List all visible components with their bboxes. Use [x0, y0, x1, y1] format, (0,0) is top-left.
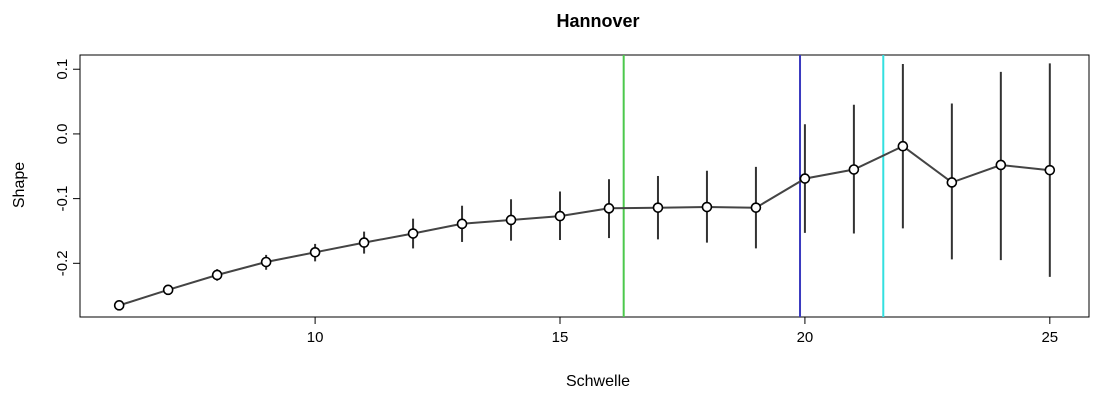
series-line — [118, 145, 1050, 307]
plot-area: 10 15 20 25 -0.2 -0.1 0.0 0.1 — [54, 54, 1090, 346]
x-tick-label: 25 — [1041, 329, 1058, 346]
data-point — [799, 173, 811, 184]
data-point — [848, 164, 860, 175]
data-point — [456, 218, 468, 230]
plot-frame — [79, 54, 1090, 318]
data-point — [407, 228, 419, 239]
data-point — [750, 202, 762, 213]
data-point — [652, 202, 664, 213]
y-tick-label: 0.1 — [54, 59, 71, 80]
data-point — [113, 300, 125, 311]
data-point — [505, 214, 517, 226]
chart-title: Hannover — [556, 11, 639, 31]
y-tick-label: -0.2 — [54, 250, 71, 276]
data-point — [162, 284, 174, 296]
data-point — [260, 256, 272, 268]
x-tick-label: 10 — [307, 329, 324, 346]
data-point — [603, 203, 615, 214]
data-point — [995, 159, 1007, 171]
data-point — [554, 210, 566, 222]
data-point — [309, 247, 321, 258]
y-tick-label: 0.0 — [54, 123, 71, 144]
y-tick-label: -0.1 — [54, 186, 71, 212]
x-tick-label: 20 — [797, 329, 814, 346]
data-point — [1044, 164, 1056, 176]
data-point — [897, 140, 909, 152]
x-tick-label: 15 — [552, 329, 569, 346]
data-point — [946, 177, 958, 188]
data-point — [701, 201, 713, 213]
x-axis-title: Schwelle — [566, 373, 630, 390]
data-point — [358, 237, 370, 248]
data-point — [211, 269, 223, 281]
y-axis-title: Shape — [11, 162, 28, 208]
